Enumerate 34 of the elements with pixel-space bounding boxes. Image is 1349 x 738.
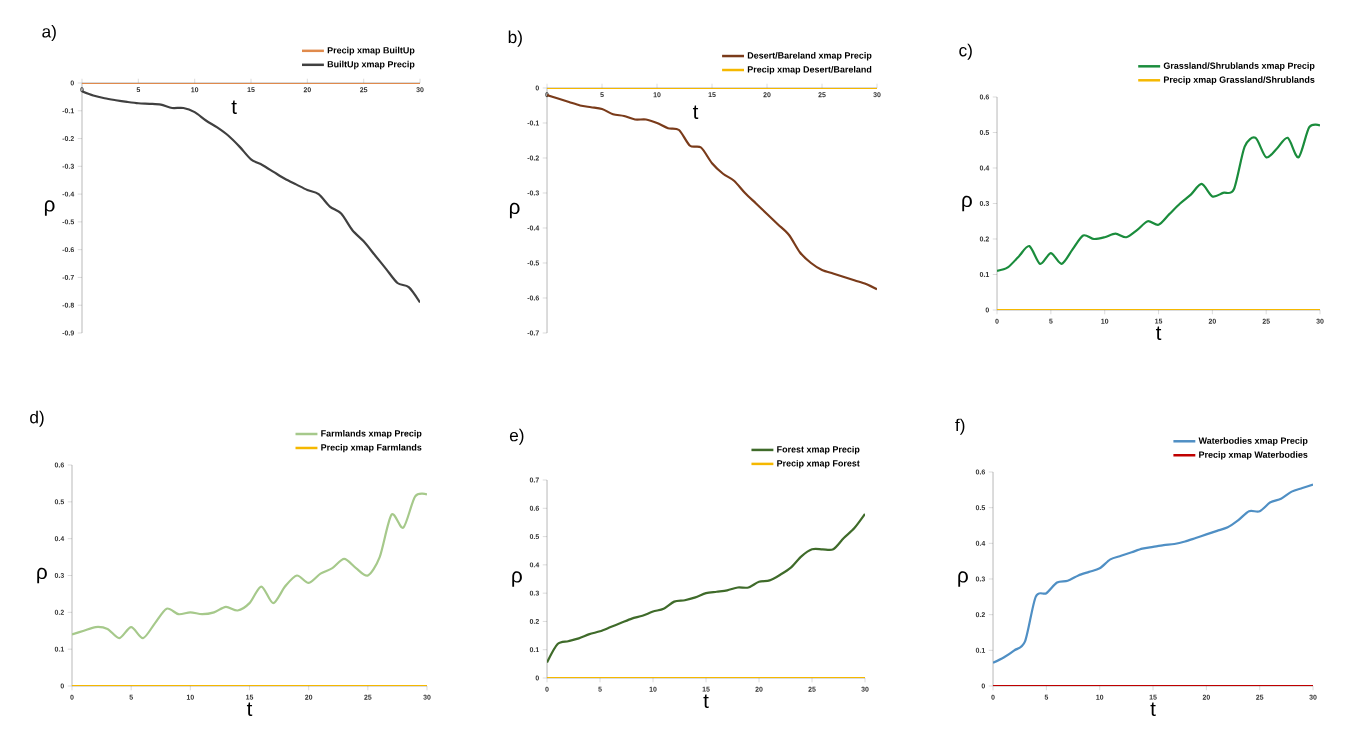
y-axis-title: ρ — [512, 571, 522, 587]
line-series — [547, 512, 866, 664]
legend-label: Forest xmap Precip — [777, 445, 860, 455]
line-series — [72, 492, 428, 640]
legend-label: Precip xmap Forest — [777, 459, 860, 469]
legend-label: Precip xmap Farmlands — [321, 443, 422, 453]
legend-label: Farmlands xmap Precip — [321, 430, 422, 439]
y-axis-title: ρ — [44, 200, 55, 216]
legend-label: Waterbodies xmap Precip — [1198, 437, 1308, 446]
legend-label: BuiltUp xmap Precip — [327, 60, 415, 70]
x-axis-title: t — [231, 100, 237, 115]
chart-title: a) — [42, 24, 56, 41]
legend-label: Grassland/Shrublands xmap Precip — [1163, 62, 1315, 71]
x-axis-title: t — [246, 702, 253, 717]
y-axis-title: ρ — [509, 202, 520, 219]
chart-title: e) — [509, 428, 524, 445]
y-axis-title: ρ — [958, 571, 968, 587]
x-axis-title: t — [1155, 326, 1162, 341]
line-series — [997, 123, 1321, 273]
chart-title: f) — [955, 418, 965, 435]
legend-label: Precip xmap Waterbodies — [1199, 451, 1308, 460]
chart-title: d) — [30, 410, 44, 427]
x-axis-title: t — [703, 694, 709, 709]
y-axis-title: ρ — [37, 567, 47, 584]
legend-label: Precip xmap BuiltUp — [327, 46, 415, 56]
chart-title: b) — [508, 30, 522, 47]
legend-label: Desert/Bareland xmap Precip — [747, 52, 872, 61]
legend-label: Precip xmap Desert/Bareland — [747, 66, 872, 75]
x-axis-title: t — [1150, 702, 1156, 717]
y-axis-title: ρ — [962, 195, 972, 212]
x-axis-title: t — [692, 105, 699, 120]
line-series — [993, 483, 1314, 664]
chart-title: c) — [959, 43, 972, 60]
legend-label: Precip xmap Grassland/Shrublands — [1163, 76, 1315, 85]
